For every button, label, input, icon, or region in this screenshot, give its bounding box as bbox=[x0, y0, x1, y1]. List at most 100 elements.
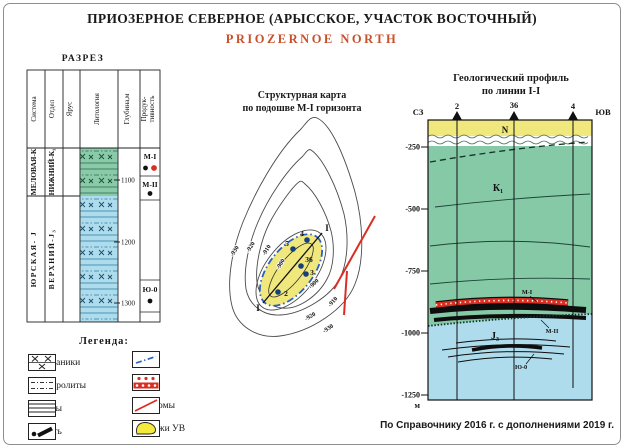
column-depth-ticks: 1100 1200 1300 bbox=[114, 177, 136, 308]
column-units: МЕЛОВАЯ-К НИЖНИЙ-К₁ ЮРСКАЯ- J ВЕРХНИЙ-J₃ bbox=[29, 148, 56, 289]
svg-text:-1250: -1250 bbox=[401, 391, 420, 400]
well-dot-36 bbox=[298, 263, 304, 269]
profile-box bbox=[427, 119, 593, 401]
oil-swatch-icon bbox=[28, 423, 56, 440]
fault-swatch-icon bbox=[132, 397, 160, 414]
upper-dashed-line bbox=[429, 141, 589, 163]
direction-se: ЮВ bbox=[595, 107, 611, 117]
legend-item-siltstones: Алевролиты bbox=[28, 377, 86, 394]
section-line-label-top: I bbox=[325, 223, 329, 233]
svg-text:-930: -930 bbox=[322, 323, 335, 335]
horizon-m1-label: М-I bbox=[144, 152, 157, 161]
direction-nw: СЗ bbox=[413, 107, 424, 117]
legend-item-clays: Глины bbox=[28, 400, 86, 417]
svg-text:1100: 1100 bbox=[121, 177, 135, 185]
svg-text:-920: -920 bbox=[245, 241, 257, 254]
j3-label: J₃ bbox=[491, 331, 499, 342]
profile-title-line1: Геологический профиль bbox=[453, 73, 569, 84]
well-dot-2 bbox=[275, 289, 281, 295]
legend-right-column: ВНК Газ Разломы Залежи УВ bbox=[132, 351, 185, 437]
oil-dot bbox=[147, 191, 153, 196]
svg-text:МЕЛОВАЯ-К: МЕЛОВАЯ-К bbox=[29, 148, 38, 195]
geological-profile: -250 -500 -750 -1000 -1250 м СЗ ЮВ 2 36 … bbox=[401, 100, 611, 410]
map-wells: 4 5 36 3 2 bbox=[275, 229, 314, 298]
well-triangle-36 bbox=[509, 111, 519, 120]
oil-layer-lower bbox=[433, 313, 587, 322]
well-label-3: 3 bbox=[310, 268, 314, 277]
legend-label: Алевролиты bbox=[36, 380, 87, 391]
svg-text:Продук-: Продук- bbox=[140, 96, 148, 121]
svg-text:Глубина,м: Глубина,м bbox=[123, 93, 131, 124]
svg-text:Система: Система bbox=[30, 96, 38, 122]
u0-label: Ю-0 bbox=[515, 364, 527, 371]
m2-oil-layers bbox=[429, 303, 587, 322]
fault-line-main bbox=[333, 215, 376, 290]
profile-well-label-36: 36 bbox=[510, 100, 519, 110]
legend-label: Песчаники bbox=[36, 357, 81, 368]
source-footnote: По Справочнику 2016 г. с дополнениями 20… bbox=[380, 420, 614, 431]
clay-swatch-icon bbox=[28, 400, 56, 417]
svg-text:1300: 1300 bbox=[121, 300, 136, 308]
figure-subtitle: PRIOZERNOE NORTH bbox=[225, 32, 399, 46]
svg-text:Литология: Литология bbox=[93, 92, 101, 124]
svg-text:-750: -750 bbox=[405, 267, 420, 276]
u0-lenses bbox=[441, 338, 571, 363]
column-headers: Система Отдел Ярус Литология Глубина,м П… bbox=[30, 92, 156, 124]
legend-title: Легенда: bbox=[79, 336, 129, 347]
unconformity-waves bbox=[427, 134, 589, 145]
map-contours bbox=[229, 116, 363, 337]
map-title-line1: Структурная карта bbox=[257, 90, 347, 101]
stratigraphic-column: Система Отдел Ярус Литология Глубина,м П… bbox=[26, 69, 161, 323]
svg-text:Отдел: Отдел bbox=[48, 99, 56, 118]
vnk-boundary bbox=[258, 233, 324, 307]
legend-label: Залежи УВ bbox=[140, 423, 186, 434]
svg-text:ЮРСКАЯ- J: ЮРСКАЯ- J bbox=[29, 231, 38, 287]
legend-item-oil: Нефть bbox=[28, 423, 86, 440]
depth-unit: м bbox=[415, 401, 421, 410]
column-title: РАЗРЕЗ bbox=[61, 54, 105, 64]
legend-left-column: Песчаники Алевролиты Глины Нефть bbox=[28, 354, 86, 440]
well-triangle-4 bbox=[568, 111, 578, 120]
legend-item-hc-deposits: Залежи УВ bbox=[132, 420, 185, 437]
svg-text:Ярус: Ярус bbox=[66, 102, 74, 117]
map-title-line2: по подошве М-I горизонта bbox=[242, 102, 362, 114]
svg-text:ВЕРХНИЙ-J₃: ВЕРХНИЙ-J₃ bbox=[47, 229, 56, 290]
well-dot-3 bbox=[303, 271, 309, 277]
svg-text:-930: -930 bbox=[229, 245, 241, 258]
profile-top-labels: СЗ ЮВ 2 36 4 bbox=[413, 100, 611, 117]
svg-text:-910: -910 bbox=[326, 295, 339, 308]
profile-title: Геологический профиль по линии I-I bbox=[420, 72, 602, 98]
lithology-cretaceous bbox=[80, 148, 118, 196]
map-title: Структурная карта по подошве М-I горизон… bbox=[212, 90, 392, 115]
n-layer bbox=[428, 120, 592, 136]
fault-lines bbox=[333, 215, 376, 316]
figure-title: ПРИОЗЕРНОЕ СЕВЕРНОЕ (АРЫССКОЕ, УЧАСТОК В… bbox=[87, 11, 537, 26]
hc-deposit-swatch-icon bbox=[132, 420, 160, 437]
oil-dot bbox=[143, 165, 148, 171]
horizon-m2-label: М-II bbox=[142, 180, 157, 189]
profile-title-line2: по линии I-I bbox=[481, 86, 541, 97]
gas-swatch-icon bbox=[132, 374, 160, 391]
well-label-2: 2 bbox=[284, 289, 288, 298]
svg-text:-920: -920 bbox=[304, 311, 317, 323]
n-label: N bbox=[502, 125, 509, 135]
well-dot-4 bbox=[304, 237, 310, 243]
horizon-u0-label: Ю-0 bbox=[143, 285, 158, 294]
section-line-labels: I I bbox=[256, 223, 329, 313]
well-triangle-2 bbox=[452, 111, 462, 120]
column-grid bbox=[26, 69, 161, 323]
svg-text:1200: 1200 bbox=[121, 239, 136, 247]
oil-layer-upper bbox=[429, 303, 587, 314]
m1-label: М-I bbox=[522, 289, 533, 296]
legend-item-sandstones: Песчаники bbox=[28, 354, 86, 371]
bedding-lines bbox=[429, 193, 591, 285]
section-line bbox=[262, 232, 323, 304]
gas-dot bbox=[151, 165, 157, 171]
svg-text:-1000: -1000 bbox=[401, 329, 420, 338]
m1-gas-layer bbox=[435, 296, 569, 309]
m2-label: М-II bbox=[546, 328, 559, 335]
structural-map: 4 5 36 3 2 -930 -920 -910 -900 -900 -910… bbox=[228, 116, 376, 337]
figure-border bbox=[3, 3, 621, 445]
lithology-jurassic bbox=[80, 196, 118, 322]
